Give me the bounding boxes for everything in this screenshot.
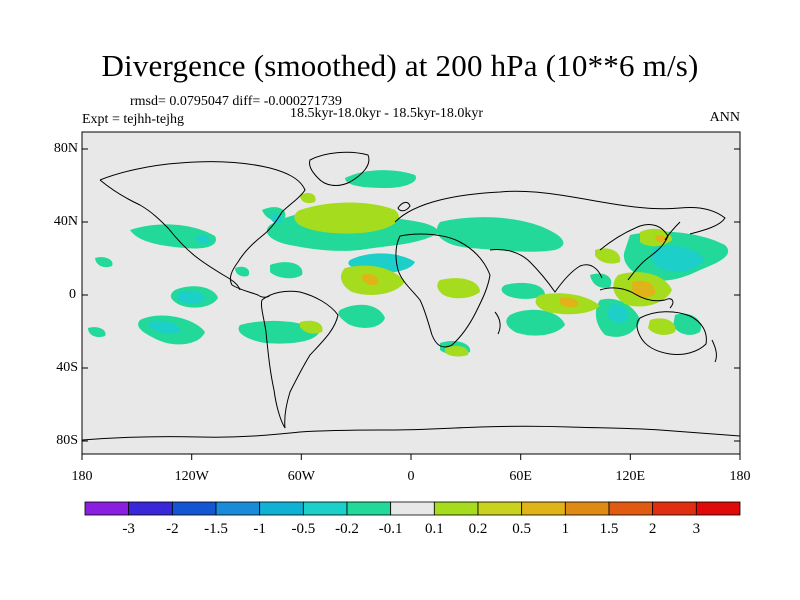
colorbar-label: -2 — [166, 521, 179, 537]
coast-uk — [397, 201, 411, 212]
lon-label-120e: 120E — [616, 469, 646, 484]
patch-indian-west — [501, 282, 545, 299]
patch-pos-natl-small — [300, 192, 316, 204]
lat-label-80n: 80N — [54, 141, 78, 156]
coast-japan — [664, 221, 681, 241]
plot-title: Divergence (smoothed) at 200 hPa (10**6 … — [101, 48, 699, 83]
coastlines — [82, 151, 740, 441]
colorbar-label: 0.2 — [469, 521, 488, 537]
colorbar-label: -1.5 — [204, 521, 228, 537]
coast-greenland — [309, 151, 370, 186]
colorbar-label: 0.1 — [425, 521, 444, 537]
colorbar: -3 -2 -1.5 -1 -0.5 -0.2 -0.1 0.1 0.2 0.5 1 1.5 2 3 — [84, 501, 741, 537]
lon-label-60e: 60E — [509, 469, 532, 484]
colorbar-swatch — [652, 501, 697, 516]
colorbar-swatch — [171, 501, 217, 516]
colorbar-label: 3 — [693, 521, 701, 537]
coast-indonesia — [599, 287, 674, 309]
patch-max-africa — [362, 274, 379, 286]
lon-label-0: 0 — [408, 469, 415, 484]
colorbar-swatch — [564, 501, 610, 516]
patch-north-atlantic-top — [345, 170, 416, 188]
patch-indian-south — [506, 309, 565, 336]
patch-pacific-s-small — [88, 327, 106, 338]
lon-label-180e: 180 — [730, 469, 751, 484]
lat-label-80s: 80S — [56, 433, 78, 448]
patch-pos-australia — [648, 318, 676, 335]
lat-label-40s: 40S — [56, 360, 78, 375]
lat-ticks — [82, 148, 740, 442]
coast-europe — [394, 190, 726, 235]
patch-core-wpac — [650, 245, 705, 272]
patch-pos-atlantic — [294, 202, 399, 234]
patch-max-maritime — [632, 280, 656, 298]
colorbar-swatch — [346, 501, 392, 516]
coast-na-west — [99, 179, 241, 291]
colorbar-swatch — [521, 501, 566, 516]
patch-core-pacific-b — [195, 234, 211, 245]
coast-antarctica — [82, 425, 740, 441]
coast-africa — [395, 233, 491, 348]
colorbar-swatch — [433, 501, 479, 516]
colorbar-label: -0.5 — [291, 521, 315, 537]
stats-label: rmsd= 0.0795047 diff= -0.000271739 — [130, 94, 342, 109]
colorbar-swatch — [128, 501, 173, 516]
patch-pacific-w-small — [95, 257, 113, 268]
colorbar-label: 1.5 — [600, 521, 619, 537]
coast-australia — [636, 311, 707, 355]
coast-arabia-india — [489, 249, 603, 293]
patch-core-indian — [607, 304, 629, 323]
colorbar-swatch — [695, 501, 741, 516]
patch-pacific-mid — [235, 266, 250, 277]
lat-label-0: 0 — [69, 287, 76, 302]
colorbar-label: 0.5 — [512, 521, 531, 537]
season-label: ANN — [709, 110, 740, 125]
patch-max-wpac — [655, 234, 667, 243]
patch-asia-north — [436, 217, 564, 252]
lat-label-40n: 40N — [54, 214, 78, 229]
lon-label-180w: 180 — [72, 469, 93, 484]
patch-pos-sa-south — [445, 345, 469, 357]
coast-south-america — [261, 290, 339, 429]
colorbar-label: 2 — [649, 521, 657, 537]
patch-atlantic-sw — [338, 304, 385, 328]
patch-australia-e — [673, 313, 701, 335]
patch-pos-sa — [300, 320, 323, 334]
patch-south-pacific-b — [238, 320, 320, 344]
coast-north-america — [99, 161, 306, 298]
coast-new-zealand — [711, 339, 717, 363]
patch-atlantic-nw — [270, 262, 303, 279]
colorbar-label: -3 — [122, 521, 135, 537]
colorbar-swatch — [608, 501, 654, 516]
period-subtitle: 18.5kyr-18.0kyr - 18.5kyr-18.0kyr — [290, 106, 484, 121]
patch-pos-china — [595, 248, 621, 264]
coast-madagascar — [494, 311, 501, 335]
divergence-field — [82, 151, 740, 441]
colorbar-swatch — [259, 501, 304, 516]
lon-label-60w: 60W — [288, 469, 316, 484]
colorbar-swatch — [215, 501, 261, 516]
patch-max-indian — [560, 297, 579, 308]
colorbar-label: -1 — [253, 521, 266, 537]
colorbar-swatch — [84, 501, 130, 516]
experiment-label: Expt = tejhh-tejhg — [82, 112, 184, 127]
patch-core-pacific-a — [178, 290, 205, 304]
lon-label-120w: 120W — [175, 469, 210, 484]
patch-pos-africa-eq — [437, 278, 480, 299]
colorbar-swatch — [390, 501, 435, 516]
colorbar-swatch — [477, 501, 523, 516]
colorbar-label: -0.1 — [379, 521, 403, 537]
lon-ticks — [81, 454, 741, 460]
patch-indian-n — [590, 273, 612, 288]
colorbar-label: -0.2 — [335, 521, 359, 537]
colorbar-label: 1 — [562, 521, 570, 537]
patch-east-pacific-a — [130, 224, 216, 249]
patch-core-pacific-s — [150, 320, 180, 334]
colorbar-swatch — [302, 501, 348, 516]
